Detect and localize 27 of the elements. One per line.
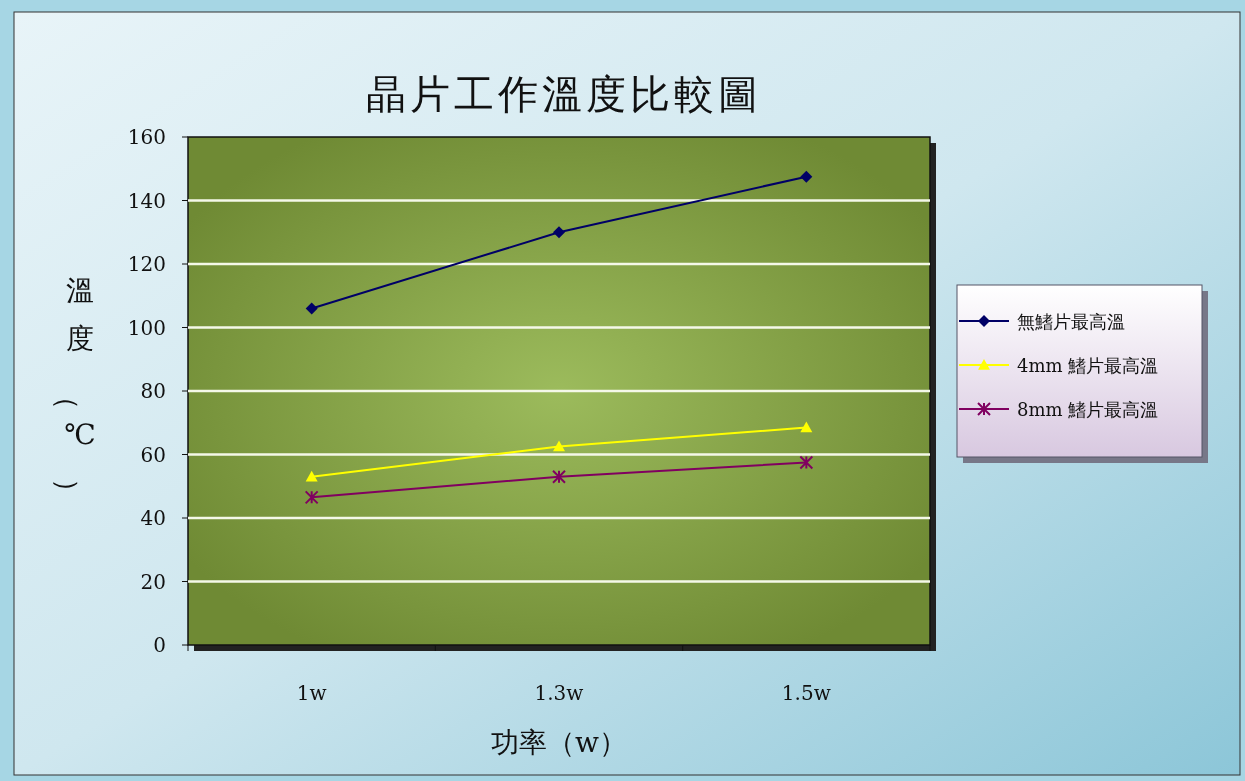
y-tick-label: 40 (140, 506, 166, 530)
point (305, 470, 318, 482)
y-axis-title: 溫度（℃） (51, 274, 96, 506)
point (552, 469, 566, 484)
y-tick-label: 100 (127, 315, 166, 340)
point (800, 421, 813, 433)
legend-label: 4mm 鰭片最高溫 (1017, 355, 1159, 376)
point (553, 226, 565, 239)
point (305, 302, 318, 315)
y-tick-label: 0 (153, 633, 166, 657)
point (800, 170, 813, 183)
legend-label: 8mm 鰭片最高溫 (1017, 399, 1159, 420)
point (553, 440, 565, 452)
x-tick-label: 1w (296, 681, 327, 705)
y-tick-label: 160 (127, 125, 166, 149)
y-tick-label: 120 (127, 252, 166, 276)
y-tick-label: 20 (140, 569, 166, 594)
point (304, 490, 319, 505)
y-tick-label: 140 (127, 188, 166, 213)
x-tick-label: 1.5w (781, 681, 831, 705)
x-axis-title: 功率（w） (491, 726, 627, 759)
legend-label: 無鰭片最高溫 (1017, 311, 1125, 332)
point (799, 455, 814, 470)
chart-title: 晶片工作溫度比較圖 (366, 71, 762, 117)
y-tick-label: 60 (140, 442, 166, 467)
x-tick-label: 1.3w (534, 681, 584, 705)
y-tick-label: 80 (140, 379, 166, 403)
